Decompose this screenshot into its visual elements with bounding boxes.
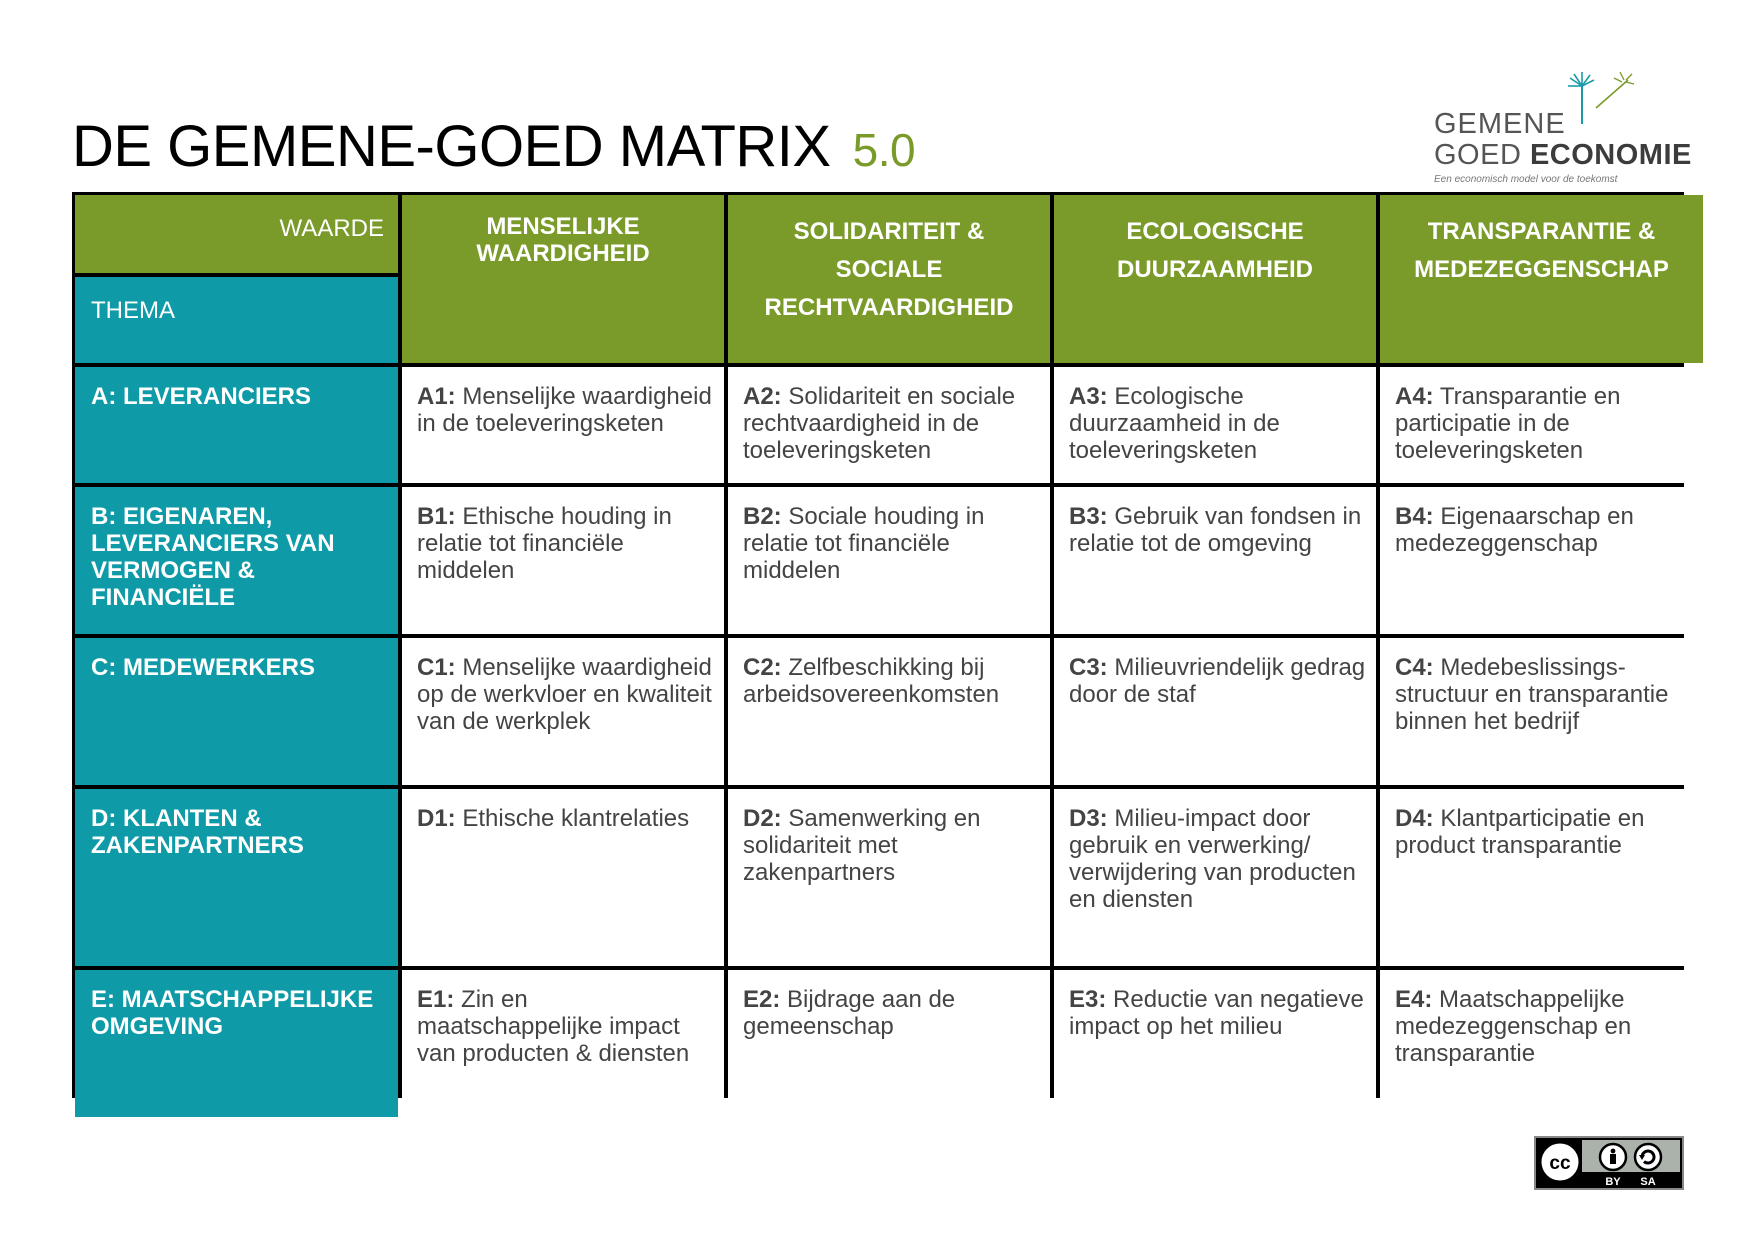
- cell-text: Solidariteit en sociale rechtvaardigheid…: [743, 383, 1016, 464]
- cell-code: C2:: [743, 654, 782, 681]
- cell-e4: E4: Maatschappelijke medezeggenschap en …: [1380, 970, 1703, 1117]
- cell-b2: B2: Sociale houding in relatie tot finan…: [728, 487, 1050, 634]
- cell-b3: B3: Gebruik van fondsen in relatie tot d…: [1054, 487, 1376, 634]
- value-header-3: ECOLOGISCHE DUURZAAMHEID: [1054, 195, 1376, 363]
- cell-b4: B4: Eigenaarschap en medezeggenschap: [1380, 487, 1703, 634]
- corner-value-label: WAARDE: [279, 215, 384, 242]
- cell-text: Milieuvriendelijk gedrag door de staf: [1069, 654, 1366, 708]
- cell-code: D3:: [1069, 805, 1108, 832]
- theme-c: C: MEDEWERKERS: [75, 638, 398, 785]
- cell-text: Ethische houding in relatie tot financië…: [417, 503, 672, 584]
- cell-text: Zin en maatschappelijke impact van produ…: [417, 986, 690, 1067]
- version-label: 5.0: [852, 124, 916, 176]
- cell-code: E2:: [743, 986, 781, 1013]
- cell-c2: C2: Zelfbeschikking bij arbeidsovereenko…: [728, 638, 1050, 785]
- cell-code: B2:: [743, 503, 782, 530]
- corner-theme-label: THEMA: [91, 297, 175, 324]
- cell-code: A1:: [417, 383, 456, 410]
- cell-code: D1:: [417, 805, 456, 832]
- cell-text: Menselijke waardigheid op de werkvloer e…: [417, 654, 712, 735]
- cell-text: Zelfbeschikking bij arbeidsovereenkomste…: [743, 654, 1000, 708]
- gemene-goed-economie-logo: GEMENE GOED ECONOMIE Een economisch mode…: [1432, 72, 1692, 187]
- cell-e1: E1: Zin en maatschappelijke impact van p…: [402, 970, 724, 1117]
- cell-text: Menselijke waardigheid in de toelevering…: [417, 383, 712, 437]
- dandelion-icon: [1568, 72, 1635, 124]
- cell-d3: D3: Milieu-impact door gebruik en verwer…: [1054, 789, 1376, 966]
- cell-d1: D1: Ethische klantrelaties: [402, 789, 724, 966]
- cell-text: Samenwerking en solidariteit met zakenpa…: [743, 805, 981, 886]
- cell-text: Sociale houding in relatie tot financiël…: [743, 503, 985, 584]
- cell-e3: E3: Reductie van negatieve impact op het…: [1054, 970, 1376, 1117]
- value-header-2: SOLIDARITEIT & SOCIALE RECHTVAARDIGHEID: [728, 195, 1050, 363]
- cell-code: B4:: [1395, 503, 1434, 530]
- cell-text: Transparantie en participatie in de toel…: [1395, 383, 1621, 464]
- by-text: BY: [1605, 1176, 1621, 1188]
- cc-text: cc: [1549, 1153, 1571, 1174]
- cell-code: E4:: [1395, 986, 1433, 1013]
- cell-c4: C4: Medebeslissings-structuur en transpa…: [1380, 638, 1703, 785]
- cc-by-sa-license-badge: cc BY SA: [1534, 1136, 1684, 1190]
- logo-line-1: GEMENE: [1434, 108, 1566, 140]
- logo-tagline: Een economisch model voor de toekomst: [1434, 174, 1618, 185]
- cell-text: Gebruik van fondsen in relatie tot de om…: [1069, 503, 1362, 557]
- cell-code: B3:: [1069, 503, 1108, 530]
- cell-d2: D2: Samenwerking en solidariteit met zak…: [728, 789, 1050, 966]
- sa-text: SA: [1640, 1176, 1655, 1188]
- logo-line-2: GOED ECONOMIE: [1434, 141, 1692, 170]
- cell-code: A2:: [743, 383, 782, 410]
- cell-e2: E2: Bijdrage aan de gemeenschap: [728, 970, 1050, 1117]
- value-header-1: MENSELIJKE WAARDIGHEID: [402, 195, 724, 363]
- logo-goed: GOED: [1434, 139, 1530, 171]
- logo-economie: ECONOMIE: [1529, 139, 1692, 171]
- cell-code: E3:: [1069, 986, 1107, 1013]
- cell-a1: A1: Menselijke waardigheid in de toeleve…: [402, 367, 724, 483]
- cell-text: Bijdrage aan de gemeenschap: [743, 986, 956, 1040]
- cell-text: Ecologische duurzaamheid in de toeleveri…: [1069, 383, 1280, 464]
- theme-e: E: MAATSCHAPPELIJKE OMGEVING: [75, 970, 398, 1117]
- cell-code: D2:: [743, 805, 782, 832]
- cell-text: Ethische klantrelaties: [455, 805, 690, 832]
- corner-value-area: WAARDE: [75, 195, 398, 277]
- matrix-table: WAARDE THEMA MENSELIJKE WAARDIGHEID SOLI…: [72, 192, 1703, 1117]
- cell-code: E1:: [417, 986, 455, 1013]
- cell-text: Eigenaarschap en medezeggenschap: [1395, 503, 1634, 557]
- cell-d4: D4: Klantparticipatie en product transpa…: [1380, 789, 1703, 966]
- page-title: DE GEMENE-GOED MATRIX 5.0: [72, 118, 916, 176]
- cell-b1: B1: Ethische houding in relatie tot fina…: [402, 487, 724, 634]
- cell-code: C4:: [1395, 654, 1434, 681]
- cell-a3: A3: Ecologische duurzaamheid in de toele…: [1054, 367, 1376, 483]
- cell-a2: A2: Solidariteit en sociale rechtvaardig…: [728, 367, 1050, 483]
- theme-d: D: KLANTEN & ZAKENPARTNERS: [75, 789, 398, 966]
- theme-b: B: EIGENAREN, LEVERANCIERS VAN VERMOGEN …: [75, 487, 398, 634]
- cell-code: A3:: [1069, 383, 1108, 410]
- theme-a: A: LEVERANCIERS: [75, 367, 398, 483]
- cell-code: C3:: [1069, 654, 1108, 681]
- cell-text: Maatschappelijke medezeggenschap en tran…: [1395, 986, 1632, 1067]
- cell-a4: A4: Transparantie en participatie in de …: [1380, 367, 1703, 483]
- cell-text: Milieu-impact door gebruik en verwerking…: [1069, 805, 1356, 913]
- cell-text: Klantparticipatie en product transparant…: [1395, 805, 1645, 859]
- cell-code: B1:: [417, 503, 456, 530]
- cell-c1: C1: Menselijke waardigheid op de werkvlo…: [402, 638, 724, 785]
- cell-code: D4:: [1395, 805, 1434, 832]
- cell-code: C1:: [417, 654, 456, 681]
- cell-text: Reductie van negatieve impact op het mil…: [1069, 986, 1364, 1040]
- matrix-corner: WAARDE THEMA: [75, 195, 398, 363]
- cc-license-icon: cc BY SA: [1536, 1138, 1682, 1188]
- title-text: DE GEMENE-GOED MATRIX: [72, 114, 831, 179]
- value-header-4: TRANSPARANTIE & MEDEZEGGENSCHAP: [1380, 195, 1703, 363]
- cell-c3: C3: Milieuvriendelijk gedrag door de sta…: [1054, 638, 1376, 785]
- cell-text: Medebeslissings-structuur en transparant…: [1395, 654, 1669, 735]
- cell-code: A4:: [1395, 383, 1434, 410]
